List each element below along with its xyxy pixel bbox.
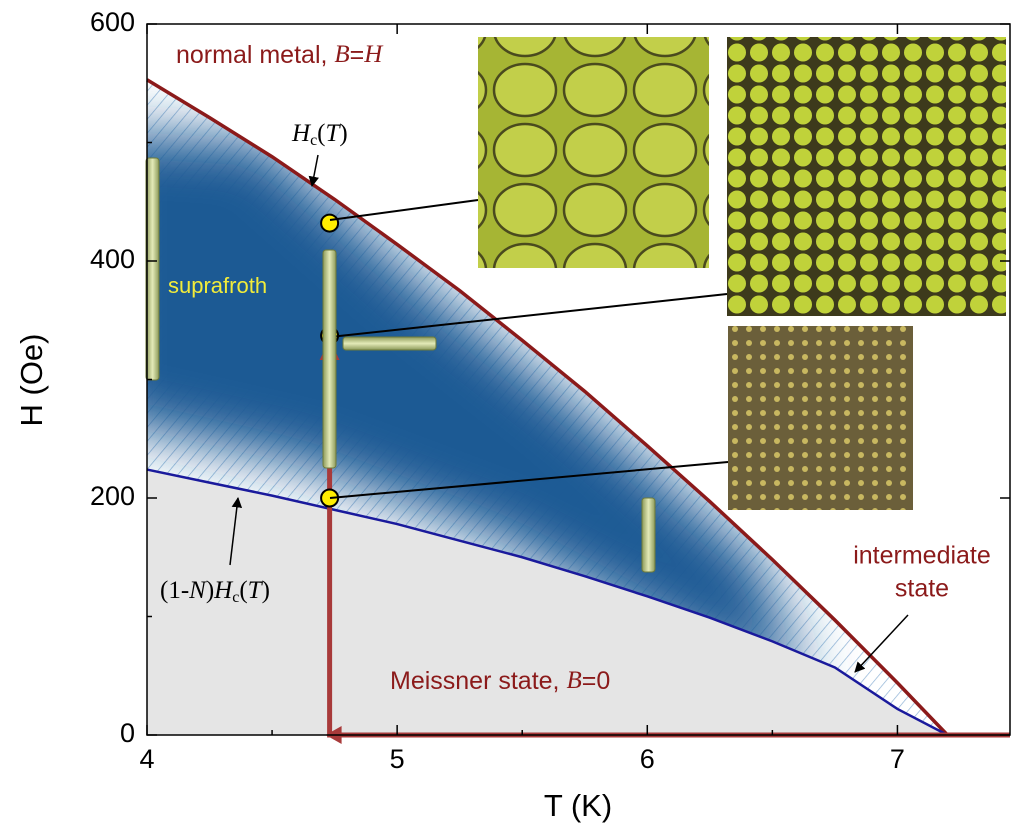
chart: normal metal, B=H Hc(T) (1-N)Hc(T) supra… (0, 0, 1016, 834)
annotation: Hc(T) (291, 120, 348, 149)
y-tick-label: 200 (90, 481, 135, 511)
annotation: (1-N)Hc(T) (160, 577, 270, 606)
rod (146, 158, 159, 380)
y-tick-label: 400 (90, 244, 135, 274)
x-tick-label: 5 (390, 744, 405, 774)
annotation: intermediate (853, 542, 991, 570)
annotation: suprafroth (168, 273, 267, 298)
micrograph (728, 326, 913, 510)
x-axis-label: T (K) (544, 788, 612, 823)
x-tick-label: 4 (139, 744, 154, 774)
point (321, 215, 338, 232)
y-tick-label: 0 (120, 718, 135, 748)
x-tick-label: 7 (890, 744, 905, 774)
rod (343, 337, 436, 350)
rod (323, 250, 336, 468)
rod (642, 498, 655, 572)
annotation: normal metal, B=H (176, 41, 384, 69)
annotation: state (895, 575, 949, 603)
micrograph (727, 37, 1006, 316)
y-axis-label: H (Oe) (14, 334, 49, 427)
micrograph (478, 37, 709, 268)
y-tick-label: 600 (90, 7, 135, 37)
annotation: Meissner state, B=0 (390, 667, 610, 695)
x-tick-label: 6 (640, 744, 655, 774)
